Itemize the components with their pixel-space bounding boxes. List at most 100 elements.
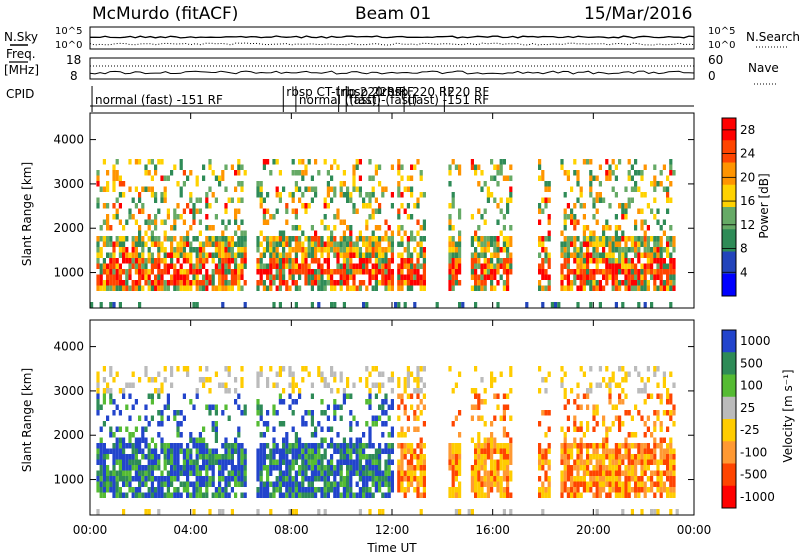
heatmap-cell — [547, 487, 551, 493]
heatmap-cell — [131, 258, 135, 264]
heatmap-cell — [288, 382, 292, 388]
heatmap-cell — [170, 247, 174, 253]
heatmap-cell — [390, 285, 394, 291]
heatmap-cell — [346, 258, 350, 264]
heatmap-cell — [643, 302, 647, 308]
heatmap-cell — [150, 192, 154, 198]
heatmap-cell — [381, 186, 385, 192]
heatmap-cell — [336, 280, 340, 286]
heatmap-cell — [621, 203, 625, 209]
heatmap-cell — [470, 274, 474, 280]
heatmap-cell — [301, 263, 305, 269]
heatmap-cell — [291, 247, 295, 253]
heatmap-cell — [474, 285, 478, 291]
heatmap-cell — [230, 258, 234, 264]
heatmap-cell — [627, 159, 631, 165]
heatmap-cell — [378, 371, 382, 377]
heatmap-cell — [371, 492, 375, 498]
heatmap-cell — [182, 258, 186, 264]
heatmap-cell — [390, 470, 394, 476]
heatmap-cell — [202, 241, 206, 247]
heatmap-cell — [496, 448, 500, 454]
heatmap-cell — [384, 470, 388, 476]
heatmap-cell — [419, 448, 423, 454]
heatmap-cell — [192, 274, 196, 280]
heatmap-cell — [374, 487, 378, 493]
heatmap-cell — [256, 371, 260, 377]
heatmap-cell — [301, 487, 305, 493]
heatmap-cell — [413, 410, 417, 416]
heatmap-cell — [618, 470, 622, 476]
heatmap-cell — [166, 236, 170, 242]
heatmap-cell — [134, 263, 138, 269]
heatmap-cell — [637, 454, 641, 460]
heatmap-cell — [672, 481, 676, 487]
heatmap-cell — [259, 410, 263, 416]
heatmap-cell — [326, 470, 330, 476]
heatmap-cell — [154, 241, 158, 247]
heatmap-cell — [598, 481, 602, 487]
heatmap-cell — [237, 241, 241, 247]
heatmap-cell — [205, 236, 209, 242]
heatmap-cell — [150, 492, 154, 498]
heatmap-cell — [118, 175, 122, 181]
heatmap-cell — [544, 470, 548, 476]
heatmap-cell — [266, 382, 270, 388]
heatmap-cell — [403, 388, 407, 394]
heatmap-cell — [138, 252, 142, 258]
heatmap-cell — [646, 225, 650, 231]
heatmap-cell — [458, 459, 462, 465]
station-title: McMurdo (fitACF) — [92, 4, 238, 24]
heatmap-cell — [506, 454, 510, 460]
heatmap-cell — [298, 487, 302, 493]
heatmap-cell — [275, 241, 279, 247]
heatmap-cell — [333, 159, 337, 165]
heatmap-cell — [474, 302, 478, 308]
heatmap-cell — [118, 252, 122, 258]
heatmap-cell — [387, 415, 391, 421]
heatmap-cell — [96, 393, 100, 399]
heatmap-cell — [256, 280, 260, 286]
heatmap-cell — [275, 236, 279, 242]
heatmap-cell — [387, 492, 391, 498]
heatmap-cell — [317, 487, 321, 493]
heatmap-cell — [198, 280, 202, 286]
heatmap-cell — [160, 241, 164, 247]
heatmap-cell — [118, 241, 122, 247]
heatmap-cell — [416, 492, 420, 498]
heatmap-cell — [666, 410, 670, 416]
heatmap-cell — [547, 263, 551, 269]
heatmap-cell — [371, 186, 375, 192]
heatmap-cell — [301, 492, 305, 498]
heatmap-cell — [298, 236, 302, 242]
heatmap-cell — [378, 181, 382, 187]
heatmap-cell — [630, 197, 634, 203]
heatmap-cell — [352, 465, 356, 471]
heatmap-cell — [282, 186, 286, 192]
heatmap-cell — [499, 274, 503, 280]
heatmap-cell — [605, 263, 609, 269]
heatmap-cell — [288, 509, 292, 515]
heatmap-cell — [326, 252, 330, 258]
heatmap-cell — [634, 236, 638, 242]
heatmap-cell — [346, 263, 350, 269]
heatmap-cell — [358, 437, 362, 443]
heatmap-cell — [582, 159, 586, 165]
heatmap-cell — [637, 269, 641, 275]
heatmap-cell — [502, 432, 506, 438]
heatmap-cell — [182, 241, 186, 247]
heatmap-cell — [243, 481, 247, 487]
heatmap-cell — [390, 476, 394, 482]
heatmap-cell — [602, 285, 606, 291]
heatmap-cell — [106, 269, 110, 275]
heatmap-cell — [624, 393, 628, 399]
heatmap-cell — [224, 164, 228, 170]
heatmap-cell — [400, 465, 404, 471]
heatmap-cell — [656, 285, 660, 291]
heatmap-cell — [102, 388, 106, 394]
heatmap-cell — [285, 219, 289, 225]
heatmap-cell — [595, 404, 599, 410]
heatmap-cell — [586, 247, 590, 253]
heatmap-cell — [262, 159, 266, 165]
heatmap-cell — [163, 454, 167, 460]
